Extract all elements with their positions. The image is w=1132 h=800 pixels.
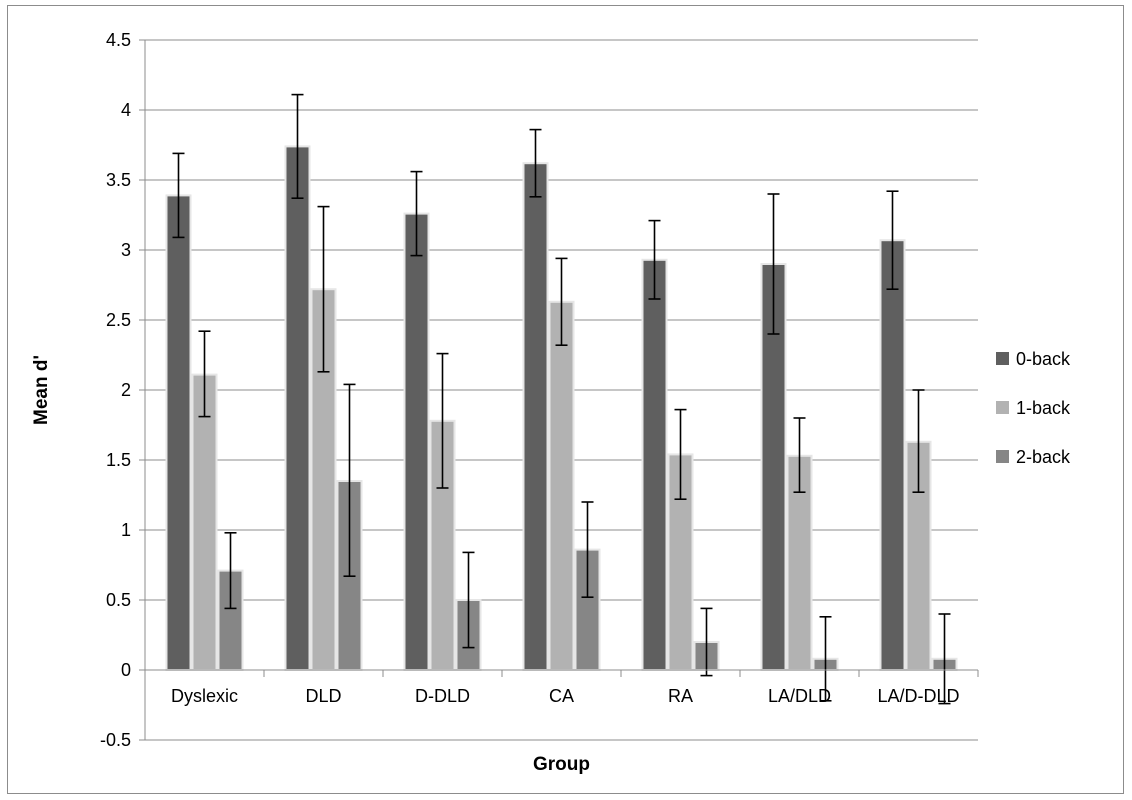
x-axis-title: Group — [533, 754, 590, 775]
y-tick-label: 3.5 — [106, 170, 131, 190]
x-tick-label: CA — [549, 686, 574, 706]
bar-2-back-CA — [574, 548, 601, 671]
error-bar — [343, 383, 356, 578]
y-tick-label: 4.5 — [106, 30, 131, 50]
error-bar — [793, 417, 806, 494]
error-bar — [410, 170, 423, 257]
error-bar — [674, 408, 687, 501]
error-bar — [912, 389, 925, 494]
x-tick-label: RA — [668, 686, 693, 706]
x-axis: Dyslexic DLD D-DLD CA RA LA/DLD LA/D-DLD — [144, 669, 979, 706]
error-bar — [767, 193, 780, 335]
bar-0-back-D-DLD — [403, 212, 430, 671]
error-bars — [172, 93, 951, 705]
bar-0-back-LA/D-DLD — [879, 239, 906, 671]
legend-label: 2-back — [1016, 447, 1071, 467]
error-bar — [886, 190, 899, 291]
error-bar — [224, 531, 237, 610]
bar-1-back-CA — [548, 300, 575, 671]
x-tick-label: LA/D-DLD — [877, 686, 959, 706]
error-bar — [529, 128, 542, 198]
y-tick-label: 2 — [121, 380, 131, 400]
x-tick-label: DLD — [305, 686, 341, 706]
error-bar — [462, 551, 475, 649]
y-tick-label: 2.5 — [106, 310, 131, 330]
y-tick-label: 1.5 — [106, 450, 131, 470]
error-bar — [581, 501, 594, 599]
error-bar — [555, 257, 568, 347]
y-tick-label: 1 — [121, 520, 131, 540]
x-tick-label: LA/DLD — [768, 686, 831, 706]
error-bar — [172, 152, 185, 239]
y-tick-label: 3 — [121, 240, 131, 260]
legend-label: 1-back — [1016, 398, 1071, 418]
error-bar — [700, 607, 713, 677]
y-tick-label: -0.5 — [100, 730, 131, 750]
y-axis-title: Mean d' — [31, 355, 52, 425]
error-bar — [291, 93, 304, 199]
y-tick-label: 0 — [121, 660, 131, 680]
error-bar — [198, 330, 211, 418]
bar-0-back-RA — [641, 258, 668, 671]
error-bar — [938, 613, 951, 705]
bars — [165, 145, 958, 671]
legend-swatch — [996, 401, 1009, 414]
error-bar — [436, 352, 449, 489]
bar-0-back-Dyslexic — [165, 194, 192, 671]
y-tick-label: 0.5 — [106, 590, 131, 610]
error-bar — [317, 205, 330, 373]
error-bar — [648, 219, 661, 300]
x-tick-label: Dyslexic — [171, 686, 238, 706]
y-tick-label: 4 — [121, 100, 131, 120]
legend-swatch — [996, 450, 1009, 463]
bar-0-back-DLD — [284, 145, 311, 671]
x-tick-label: D-DLD — [415, 686, 470, 706]
y-axis: -0.5 0 0.5 1 1.5 2 2.5 3 3.5 4 4.5 — [100, 30, 146, 750]
legend-label: 0-back — [1016, 349, 1071, 369]
error-bar — [819, 615, 832, 702]
bar-0-back-CA — [522, 162, 549, 671]
legend: 0-back 1-back 2-back — [996, 349, 1071, 467]
bar-1-back-Dyslexic — [191, 373, 218, 671]
legend-swatch — [996, 352, 1009, 365]
